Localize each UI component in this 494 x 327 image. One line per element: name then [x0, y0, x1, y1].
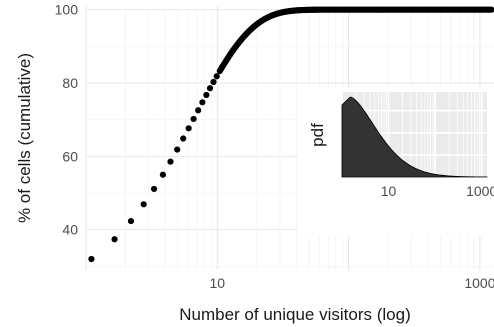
- y-tick-label: 100: [55, 2, 79, 18]
- inset-pdf-chart: 10 1000 pdf: [298, 88, 494, 236]
- inset-density-area: [341, 96, 488, 178]
- data-point: [185, 125, 192, 132]
- data-point: [159, 171, 166, 178]
- inset-x-tick-label: 1000: [466, 183, 494, 199]
- data-point: [180, 135, 187, 142]
- y-axis-title: % of cells (cumulative): [15, 53, 34, 223]
- y-tick-label: 40: [62, 222, 78, 238]
- data-point: [488, 6, 494, 13]
- data-point: [213, 73, 220, 80]
- data-point: [195, 107, 202, 114]
- data-point: [111, 236, 118, 243]
- data-point: [150, 185, 158, 193]
- inset-y-axis-title: pdf: [308, 123, 327, 147]
- y-tick-label: 60: [62, 148, 78, 164]
- data-point: [206, 85, 214, 92]
- data-point: [174, 146, 181, 153]
- x-axis-title: Number of unique visitors (log): [179, 305, 410, 324]
- x-axis-ticks: 10 1000: [210, 275, 494, 291]
- y-axis-ticks: 40 60 80 100: [55, 2, 79, 238]
- data-point: [210, 78, 217, 86]
- data-point: [88, 255, 95, 263]
- data-points: [88, 6, 494, 263]
- x-tick-label: 1000: [464, 275, 494, 291]
- data-point: [203, 91, 210, 99]
- inset-x-axis-ticks: 10 1000: [381, 183, 494, 199]
- data-point: [190, 115, 197, 123]
- data-point: [167, 158, 174, 165]
- data-point: [127, 217, 135, 225]
- data-point: [140, 201, 147, 208]
- x-tick-label: 10: [210, 275, 226, 291]
- inset-x-tick-label: 10: [381, 183, 397, 199]
- data-point: [199, 99, 206, 106]
- y-tick-label: 80: [62, 75, 78, 91]
